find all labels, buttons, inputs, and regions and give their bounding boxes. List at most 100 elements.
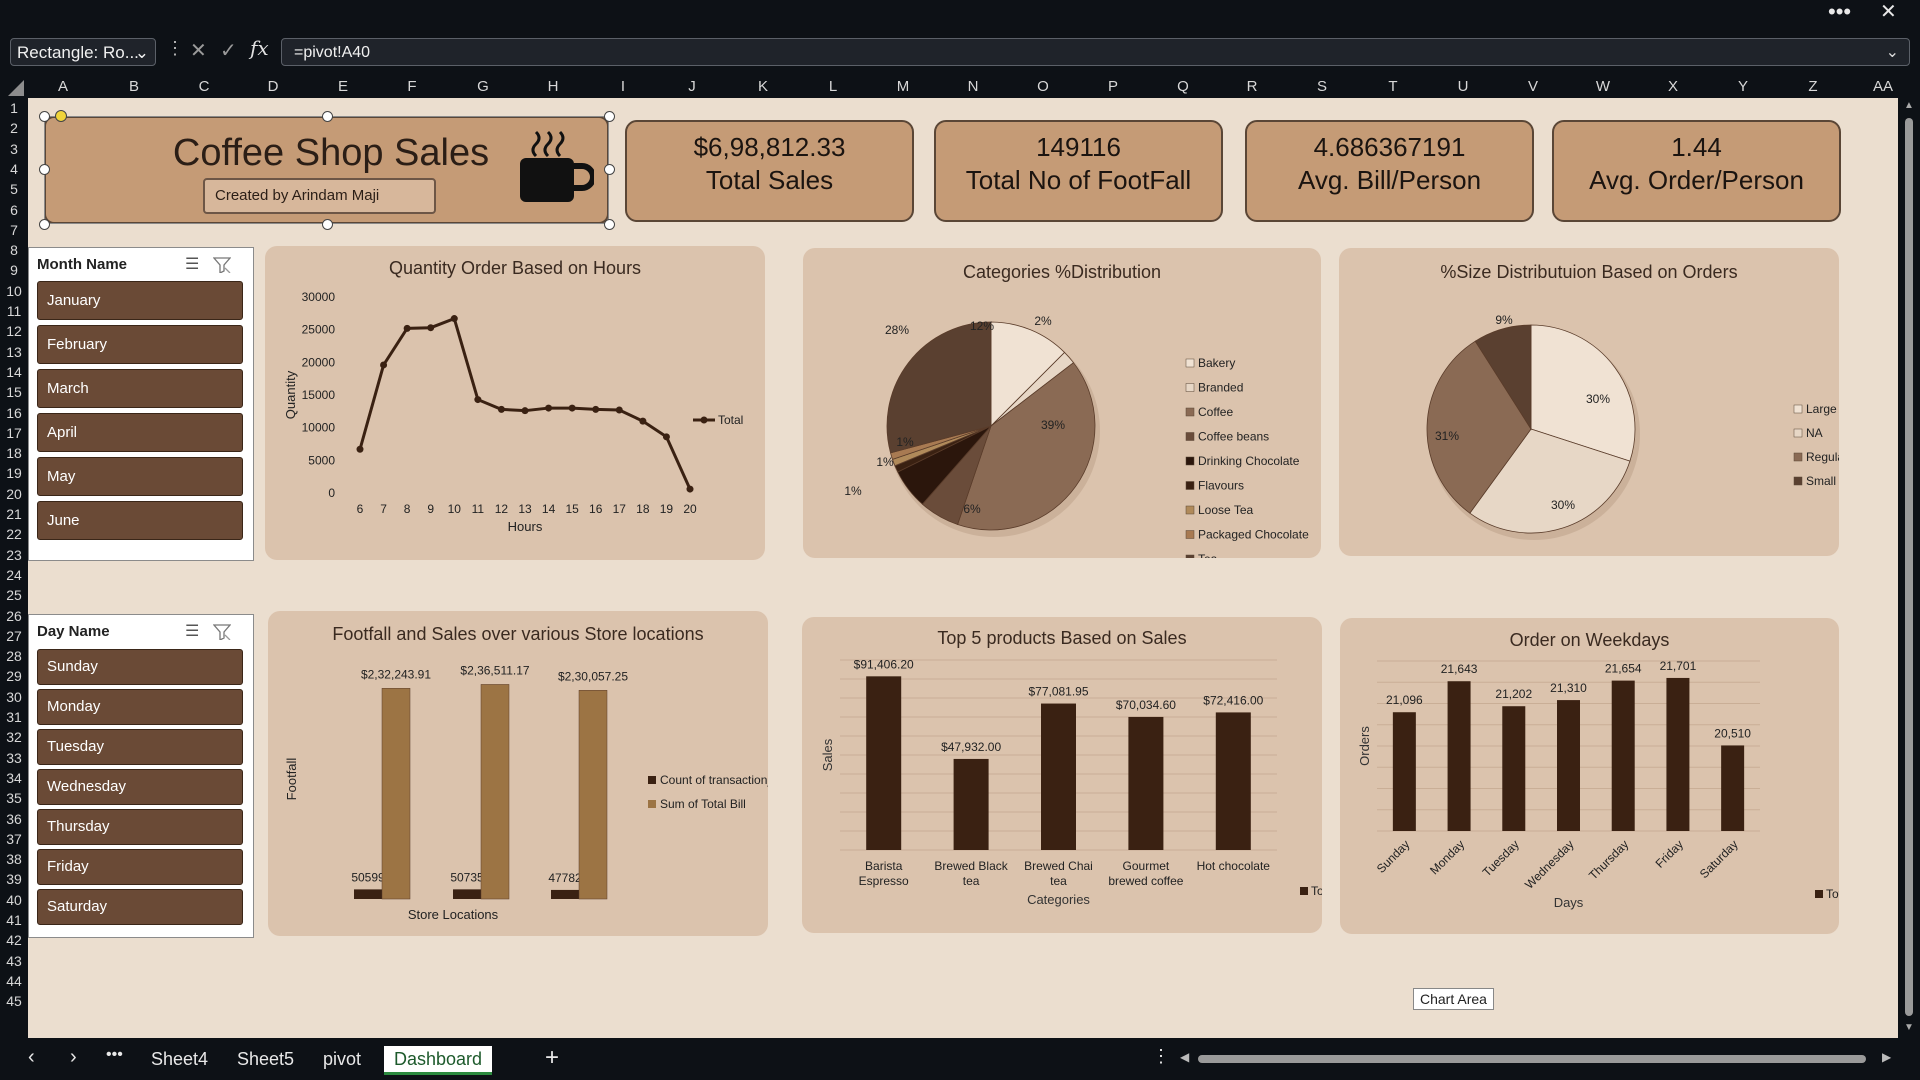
row-header[interactable]: 18 xyxy=(6,445,22,462)
kpi-avg-order[interactable]: 1.44 Avg. Order/Person xyxy=(1552,120,1841,222)
slicer-item-wednesday[interactable]: Wednesday xyxy=(37,769,243,805)
row-header[interactable]: 34 xyxy=(6,769,22,786)
tab-sheet5[interactable]: Sheet5 xyxy=(237,1049,295,1069)
chart-top-products[interactable]: Top 5 products Based on Sales $91,406.20… xyxy=(802,617,1322,933)
row-header[interactable]: 27 xyxy=(6,627,22,644)
slicer-item-january[interactable]: January xyxy=(37,281,243,320)
row-header[interactable]: 12 xyxy=(6,323,22,340)
row-header[interactable]: 33 xyxy=(6,749,22,766)
slicer-item-friday[interactable]: Friday xyxy=(37,849,243,885)
row-header[interactable]: 32 xyxy=(6,729,22,746)
title-block[interactable]: Coffee Shop Sales Created by Arindam Maj… xyxy=(44,116,609,224)
name-box[interactable]: Rectangle: Ro... ⌄ xyxy=(10,38,156,66)
row-header[interactable]: 23 xyxy=(6,546,22,563)
row-header[interactable]: 9 xyxy=(10,262,18,279)
row-header[interactable]: 6 xyxy=(10,201,18,218)
column-header[interactable]: K xyxy=(757,78,768,95)
slicer-item-april[interactable]: April xyxy=(37,413,243,452)
column-header[interactable]: L xyxy=(828,78,838,95)
column-header[interactable]: O xyxy=(1037,78,1049,95)
slicer-item-tuesday[interactable]: Tuesday xyxy=(37,729,243,765)
column-header[interactable]: X xyxy=(1667,78,1678,95)
slicer-item-june[interactable]: June xyxy=(37,501,243,540)
row-header[interactable]: 20 xyxy=(6,485,22,502)
row-header[interactable]: 35 xyxy=(6,790,22,807)
column-header[interactable]: B xyxy=(128,78,139,95)
row-header[interactable]: 43 xyxy=(6,952,22,969)
column-header[interactable]: F xyxy=(407,78,417,95)
row-header[interactable]: 10 xyxy=(6,282,22,299)
next-sheet-icon[interactable]: › xyxy=(70,1046,77,1068)
resize-handle[interactable] xyxy=(39,111,50,122)
row-header[interactable]: 25 xyxy=(6,587,22,604)
kpi-total-footfall[interactable]: 149116 Total No of FootFall xyxy=(934,120,1223,222)
resize-handle[interactable] xyxy=(604,219,615,230)
clear-filter-icon[interactable] xyxy=(213,624,231,640)
close-icon[interactable]: ✕ xyxy=(1880,1,1897,23)
column-header[interactable]: I xyxy=(620,78,626,95)
column-header[interactable]: Q xyxy=(1177,78,1189,95)
month-slicer[interactable]: Month Name ☰ January February March Apri… xyxy=(28,247,254,561)
column-header[interactable]: S xyxy=(1316,78,1327,95)
chart-weekday-orders[interactable]: Order on Weekdays 21,096 Sunday 21,643 Mond… xyxy=(1340,618,1839,934)
column-header[interactable]: G xyxy=(477,78,489,95)
slicer-item-march[interactable]: March xyxy=(37,369,243,408)
resize-handle[interactable] xyxy=(322,111,333,122)
function-icon[interactable]: fx xyxy=(250,36,269,60)
slicer-item-thursday[interactable]: Thursday xyxy=(37,809,243,845)
multi-select-icon[interactable]: ☰ xyxy=(185,256,200,273)
row-header[interactable]: 45 xyxy=(6,993,22,1010)
kpi-avg-bill[interactable]: 4.686367191 Avg. Bill/Person xyxy=(1245,120,1534,222)
clear-filter-icon[interactable] xyxy=(213,257,231,273)
row-header[interactable]: 41 xyxy=(6,912,22,928)
column-header[interactable]: C xyxy=(198,78,210,95)
column-header[interactable]: R xyxy=(1246,78,1258,95)
row-header[interactable]: 4 xyxy=(10,160,18,177)
line-chart[interactable]: 0 5000 10000 15000 20000 25000 30000 6 7 8 9 10 11 12… xyxy=(265,246,765,560)
scroll-up-icon[interactable]: ▲ xyxy=(1904,100,1914,111)
scroll-right-icon[interactable]: ▶ xyxy=(1882,1050,1892,1064)
resize-handle[interactable] xyxy=(39,219,50,230)
column-header[interactable]: J xyxy=(688,78,696,95)
bar-chart[interactable]: 21,096 Sunday 21,643 Monday 21,202 Tuesday 21,… xyxy=(1340,618,1839,934)
scroll-thumb[interactable] xyxy=(1905,118,1913,1016)
column-header[interactable]: E xyxy=(337,78,348,95)
row-header[interactable]: 16 xyxy=(6,404,22,421)
row-header[interactable]: 40 xyxy=(6,891,22,908)
row-header[interactable]: 11 xyxy=(6,303,22,319)
column-header[interactable]: Z xyxy=(1808,78,1818,95)
row-header[interactable]: 2 xyxy=(10,120,18,137)
row-header[interactable]: 39 xyxy=(6,871,22,888)
multi-select-icon[interactable]: ☰ xyxy=(185,623,200,640)
row-header[interactable]: 5 xyxy=(10,181,18,198)
more-vertical-icon[interactable]: ⋮ xyxy=(166,38,184,58)
column-header[interactable]: AA xyxy=(1872,78,1893,95)
row-header[interactable]: 24 xyxy=(6,566,22,583)
more-vertical-icon[interactable]: ⋮ xyxy=(1152,1046,1170,1066)
enter-icon[interactable]: ✓ xyxy=(220,40,237,62)
slicer-item-monday[interactable]: Monday xyxy=(37,689,243,725)
resize-handle[interactable] xyxy=(604,164,615,175)
row-header[interactable]: 21 xyxy=(6,506,22,522)
row-header[interactable]: 22 xyxy=(6,526,22,543)
more-sheets-icon[interactable]: ••• xyxy=(106,1046,123,1063)
expand-formula-icon[interactable]: ⌄ xyxy=(1885,44,1899,61)
scroll-left-icon[interactable]: ◀ xyxy=(1180,1050,1190,1064)
column-header[interactable]: D xyxy=(267,78,279,95)
slicer-item-sunday[interactable]: Sunday xyxy=(37,649,243,685)
row-header[interactable]: 15 xyxy=(6,384,22,401)
row-header[interactable]: 37 xyxy=(6,830,22,847)
tab-sheet4[interactable]: Sheet4 xyxy=(151,1049,209,1069)
column-header[interactable]: A xyxy=(57,78,68,95)
vertical-scrollbar[interactable]: ▲ ▼ xyxy=(1898,98,1920,1038)
column-header[interactable]: Y xyxy=(1737,78,1748,95)
slicer-item-may[interactable]: May xyxy=(37,457,243,496)
row-header[interactable]: 26 xyxy=(6,607,22,624)
row-header[interactable]: 28 xyxy=(6,648,22,665)
resize-handle[interactable] xyxy=(322,219,333,230)
scroll-down-icon[interactable]: ▼ xyxy=(1904,1022,1914,1033)
formula-input[interactable]: =pivot!A40 ⌄ xyxy=(281,38,1910,66)
row-header[interactable]: 8 xyxy=(10,242,18,259)
column-header[interactable]: N xyxy=(967,78,979,95)
row-header[interactable]: 14 xyxy=(6,363,22,380)
